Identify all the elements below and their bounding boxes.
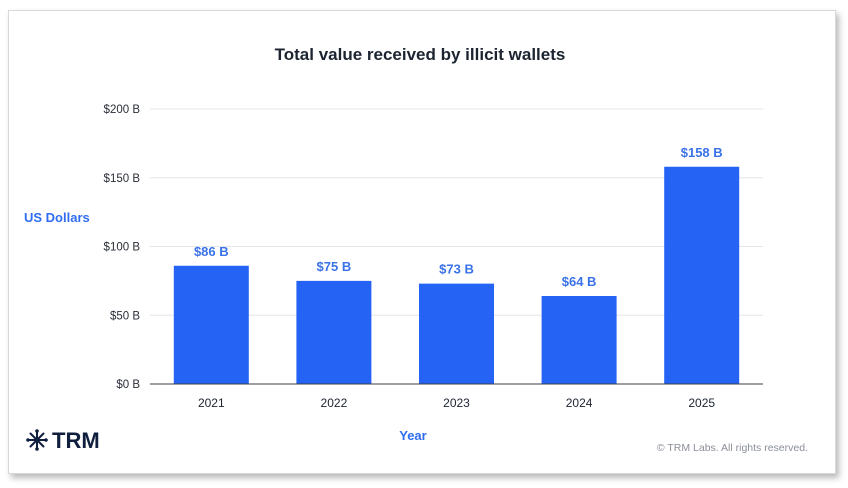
y-tick-label: $200 B [104, 104, 141, 116]
y-tick-label: $150 B [104, 173, 141, 185]
data-label-2024: $64 B [562, 274, 597, 289]
data-label-2025: $158 B [681, 145, 723, 160]
bars [173, 166, 740, 384]
data-labels: $86 B $75 B $73 B $64 B $158 B [194, 145, 723, 289]
x-tick-label: 2024 [566, 396, 593, 410]
y-tick-label: $0 B [116, 379, 140, 391]
bar-2024 [541, 296, 617, 384]
x-tick-label: 2025 [688, 396, 715, 410]
bar-2022 [296, 280, 372, 384]
bar-2025 [664, 166, 740, 384]
bar-2021 [173, 265, 249, 384]
y-axis-label: US Dollars [24, 210, 90, 225]
x-tick-label: 2022 [321, 396, 348, 410]
x-tick-label: 2021 [198, 396, 225, 410]
x-axis-label: Year [399, 428, 426, 443]
y-axis-ticks: $0 B $50 B $100 B $150 B $200 B [104, 104, 141, 391]
x-tick-label: 2023 [443, 396, 470, 410]
data-label-2023: $73 B [439, 262, 474, 277]
copyright-text: © TRM Labs. All rights reserved. [657, 442, 808, 454]
logo-text: TRM [52, 428, 100, 453]
chart-title: Total value received by illicit wallets [275, 45, 566, 64]
bar-2023 [419, 283, 494, 384]
trm-logo: TRM [26, 428, 100, 453]
x-axis-ticks: 2021 2022 2023 2024 2025 [198, 396, 715, 410]
data-label-2022: $75 B [317, 259, 352, 274]
y-tick-label: $100 B [104, 242, 141, 254]
y-tick-label: $50 B [110, 310, 140, 322]
trm-asterisk-icon [26, 429, 48, 451]
data-label-2021: $86 B [194, 244, 229, 259]
